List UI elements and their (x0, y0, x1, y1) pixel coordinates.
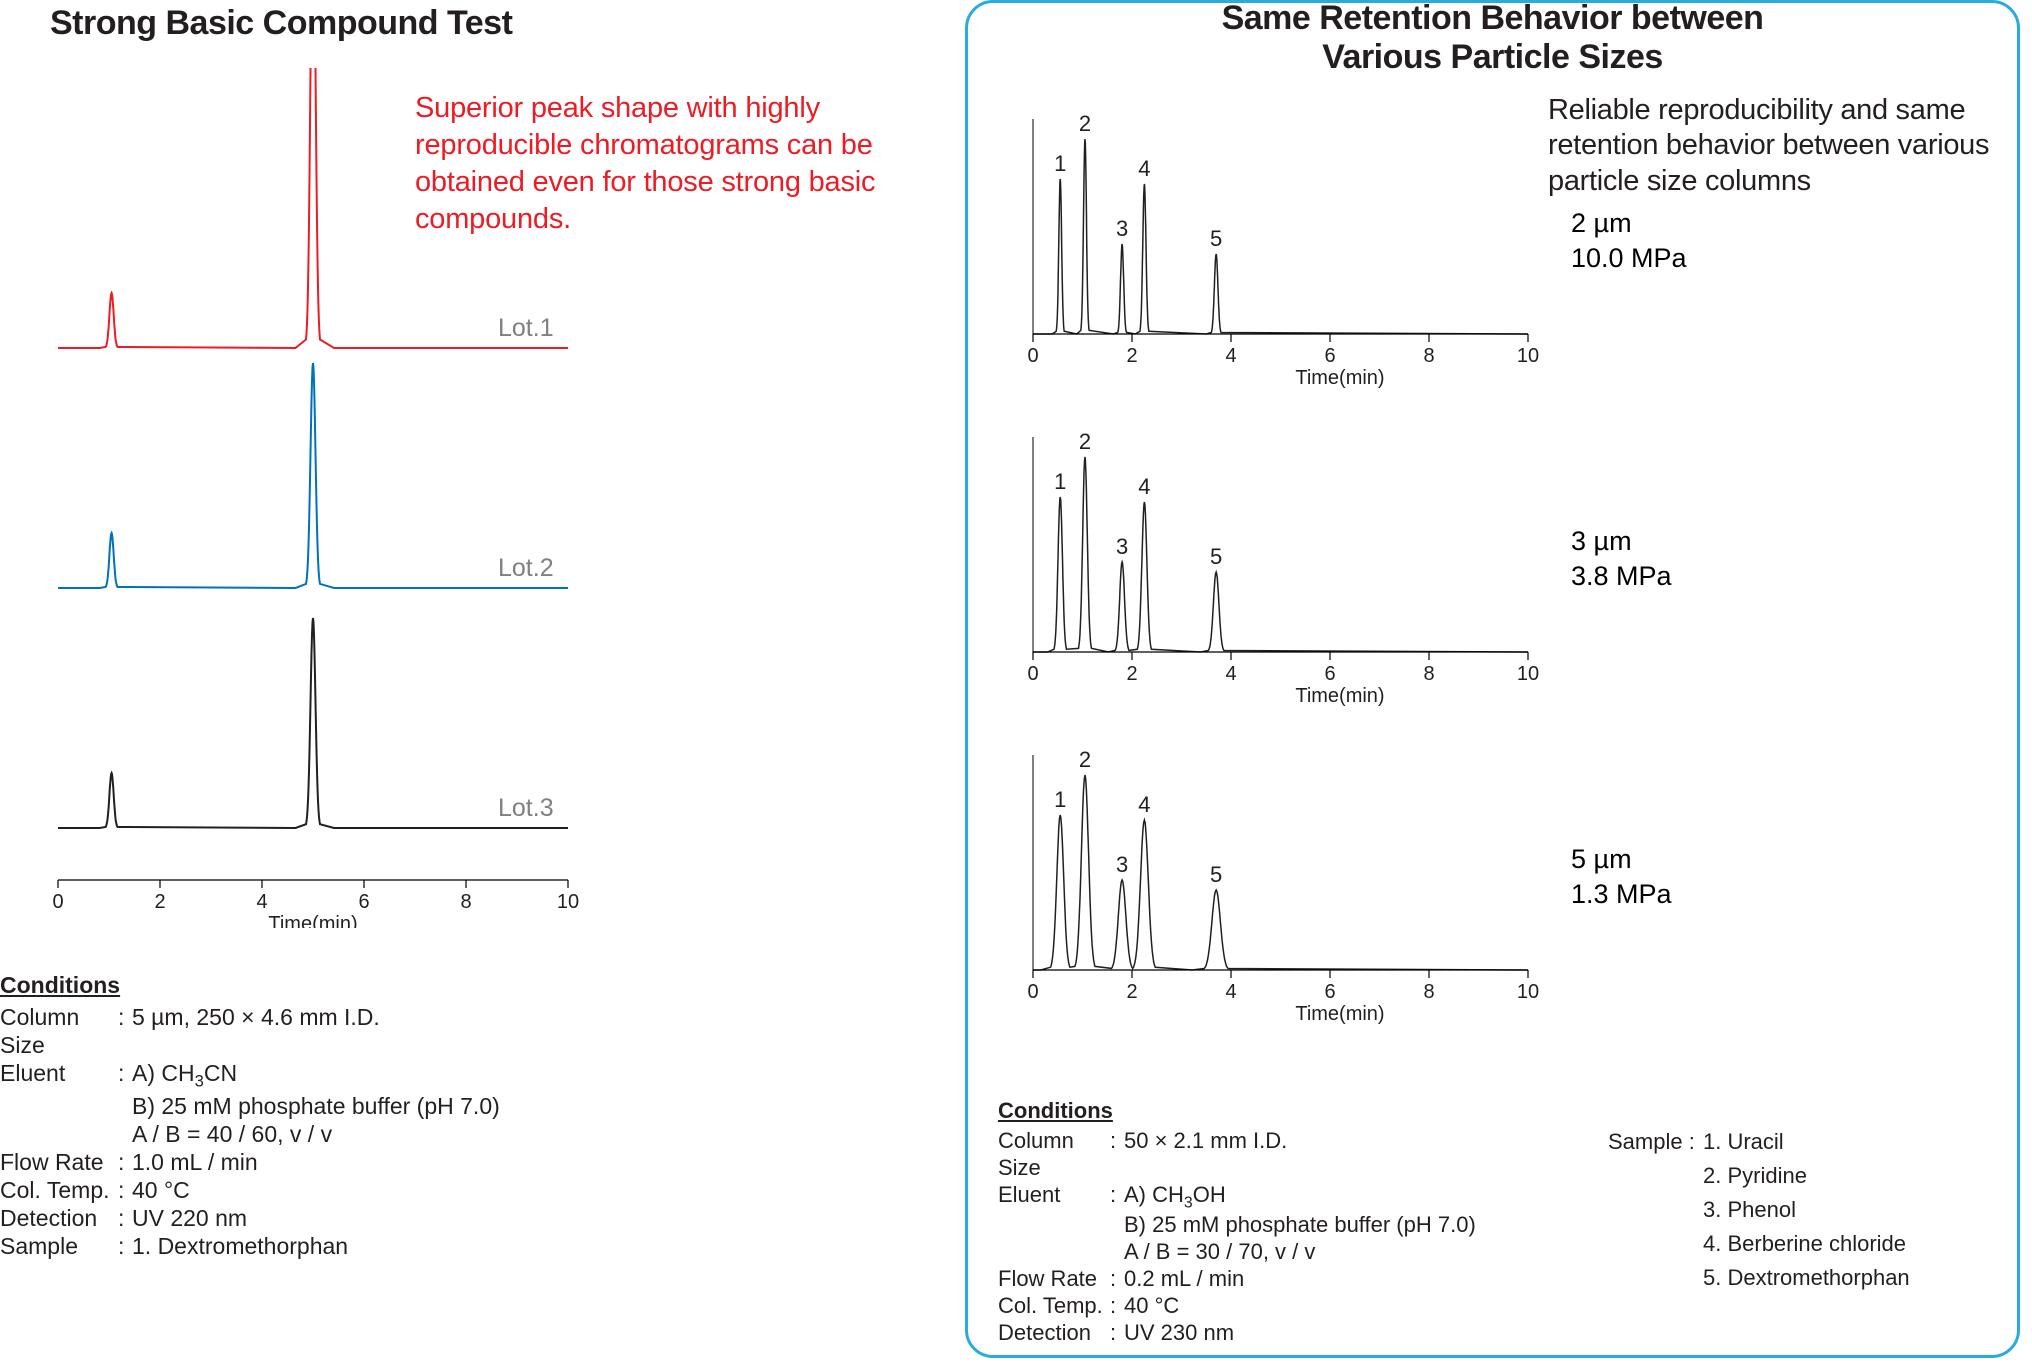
conditions-heading: Conditions (998, 1098, 1476, 1124)
svg-text:3: 3 (1116, 534, 1128, 559)
left-title: Strong Basic Compound Test (0, 0, 950, 43)
lot-label: Lot.2 (498, 554, 554, 583)
svg-text:6: 6 (1324, 981, 1335, 1003)
right-chromatogram: 123450246810Time(min) (1013, 429, 1568, 714)
svg-text:5: 5 (1210, 226, 1222, 251)
svg-text:Time(min): Time(min) (1295, 367, 1384, 389)
left-conditions: Conditions Column Size:5 µm, 250 × 4.6 m… (0, 972, 500, 1260)
svg-text:4: 4 (1225, 981, 1236, 1003)
svg-text:4: 4 (256, 891, 267, 913)
svg-text:10: 10 (1517, 663, 1539, 685)
svg-text:10: 10 (1517, 345, 1539, 367)
svg-text:2: 2 (1079, 747, 1091, 772)
svg-text:2: 2 (1126, 663, 1137, 685)
svg-text:0: 0 (1027, 981, 1038, 1003)
svg-text:4: 4 (1138, 474, 1150, 499)
particle-size-label: 3 µm3.8 MPa (1571, 524, 1672, 594)
svg-text:10: 10 (557, 891, 579, 913)
svg-text:1: 1 (1054, 469, 1066, 494)
svg-text:2: 2 (154, 891, 165, 913)
svg-text:Time(min): Time(min) (268, 913, 357, 928)
left-panel: Strong Basic Compound Test Superior peak… (0, 0, 950, 1370)
right-conditions: Conditions Column Size:50 × 2.1 mm I.D.E… (998, 1098, 1476, 1347)
svg-text:2: 2 (1079, 111, 1091, 136)
right-panel: Same Retention Behavior betweenVarious P… (965, 0, 2020, 1358)
right-chromatogram: 123450246810Time(min) (1013, 111, 1568, 396)
svg-text:2: 2 (1126, 345, 1137, 367)
svg-text:4: 4 (1138, 156, 1150, 181)
conditions-heading: Conditions (0, 972, 500, 999)
right-description: Reliable reproducibility and same retent… (1548, 93, 1998, 199)
svg-text:8: 8 (1423, 663, 1434, 685)
svg-text:5: 5 (1210, 862, 1222, 887)
svg-text:Time(min): Time(min) (1295, 685, 1384, 707)
svg-text:6: 6 (1324, 345, 1335, 367)
svg-text:3: 3 (1116, 216, 1128, 241)
svg-text:Time(min): Time(min) (1295, 1003, 1384, 1025)
svg-text:3: 3 (1116, 852, 1128, 877)
svg-text:1: 1 (1054, 787, 1066, 812)
svg-text:2: 2 (1126, 981, 1137, 1003)
lot-label: Lot.3 (498, 794, 554, 823)
svg-text:0: 0 (1027, 663, 1038, 685)
right-title: Same Retention Behavior betweenVarious P… (968, 0, 2017, 77)
lot-label: Lot.1 (498, 314, 554, 343)
svg-text:0: 0 (1027, 345, 1038, 367)
svg-text:8: 8 (1423, 981, 1434, 1003)
svg-text:1: 1 (1054, 151, 1066, 176)
svg-text:8: 8 (1423, 345, 1434, 367)
svg-text:10: 10 (1517, 981, 1539, 1003)
particle-size-label: 5 µm1.3 MPa (1571, 842, 1672, 912)
svg-text:4: 4 (1225, 345, 1236, 367)
svg-text:2: 2 (1079, 429, 1091, 454)
svg-text:8: 8 (460, 891, 471, 913)
particle-size-label: 2 µm10.0 MPa (1571, 206, 1687, 276)
right-chromatogram: 123450246810Time(min) (1013, 747, 1568, 1032)
svg-text:0: 0 (52, 891, 63, 913)
svg-text:6: 6 (1324, 663, 1335, 685)
svg-text:4: 4 (1225, 663, 1236, 685)
sample-list: Sample :1. Uracil2. Pyridine3. Phenol4. … (1608, 1125, 1910, 1295)
svg-text:4: 4 (1138, 792, 1150, 817)
svg-text:5: 5 (1210, 544, 1222, 569)
svg-text:6: 6 (358, 891, 369, 913)
